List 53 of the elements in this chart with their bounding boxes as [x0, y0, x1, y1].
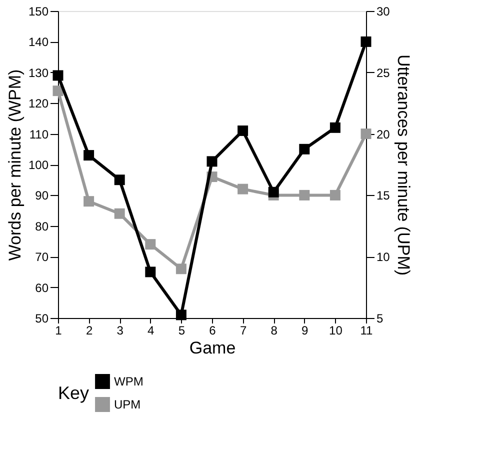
y-tick-label: 120	[28, 96, 49, 111]
point	[268, 186, 279, 198]
point	[176, 264, 186, 274]
point	[84, 196, 94, 207]
y2-tick-label: 25	[376, 66, 390, 80]
y-tick-label: 90	[35, 188, 49, 203]
point	[360, 128, 372, 140]
x-tick-label: 3	[116, 324, 124, 338]
point	[238, 125, 248, 136]
x-tick-label: 9	[302, 324, 309, 338]
point	[145, 239, 156, 250]
y2-tick-label: 10	[376, 250, 390, 264]
point	[114, 174, 125, 186]
x-tick-label: 6	[209, 324, 216, 338]
y-axis-title: Words per minute (WPM)	[5, 69, 24, 261]
point	[299, 190, 310, 200]
point	[299, 144, 310, 154]
x-tick-label: 1	[55, 324, 62, 338]
point	[114, 208, 125, 219]
point	[206, 156, 218, 167]
y-tick-label: 50	[35, 312, 49, 326]
point	[176, 310, 186, 320]
x-tick-label: 8	[270, 324, 278, 338]
y2-tick-label: 30	[376, 4, 390, 18]
x-tick-label: 4	[148, 324, 155, 338]
y-tick-label: 100	[28, 158, 49, 172]
y-tick-label: 110	[29, 127, 49, 142]
x-tick-label: 5	[178, 324, 186, 338]
point	[330, 122, 340, 133]
y-tick-label: 80	[35, 219, 49, 234]
x-axis-title: Game	[189, 338, 236, 358]
y2-tick-label: 5	[376, 312, 384, 326]
x-tick-label: 11	[360, 324, 374, 338]
y-tick-label: 150	[28, 4, 49, 18]
y2-tick-label: 15	[376, 188, 390, 203]
y-tick-label: 130	[28, 66, 49, 80]
y-tick-label: 60	[35, 280, 49, 295]
legend-label: UPM	[114, 398, 141, 412]
x-tick-label: 10	[329, 324, 343, 338]
legend-label: WPM	[114, 374, 144, 388]
y-tick-label: 70	[35, 250, 49, 264]
point	[84, 150, 94, 161]
point	[145, 266, 156, 278]
x-tick-label: 7	[240, 324, 247, 338]
legend-title: Key	[58, 383, 90, 403]
x-tick-label: 2	[86, 324, 93, 338]
point	[360, 36, 372, 47]
point	[238, 184, 248, 194]
point	[52, 70, 64, 81]
y2-axis-title: Utterances per minute (UPM)	[394, 54, 413, 276]
y-tick-label: 140	[28, 35, 49, 50]
point	[330, 190, 340, 200]
y2-tick-label: 20	[376, 127, 390, 142]
